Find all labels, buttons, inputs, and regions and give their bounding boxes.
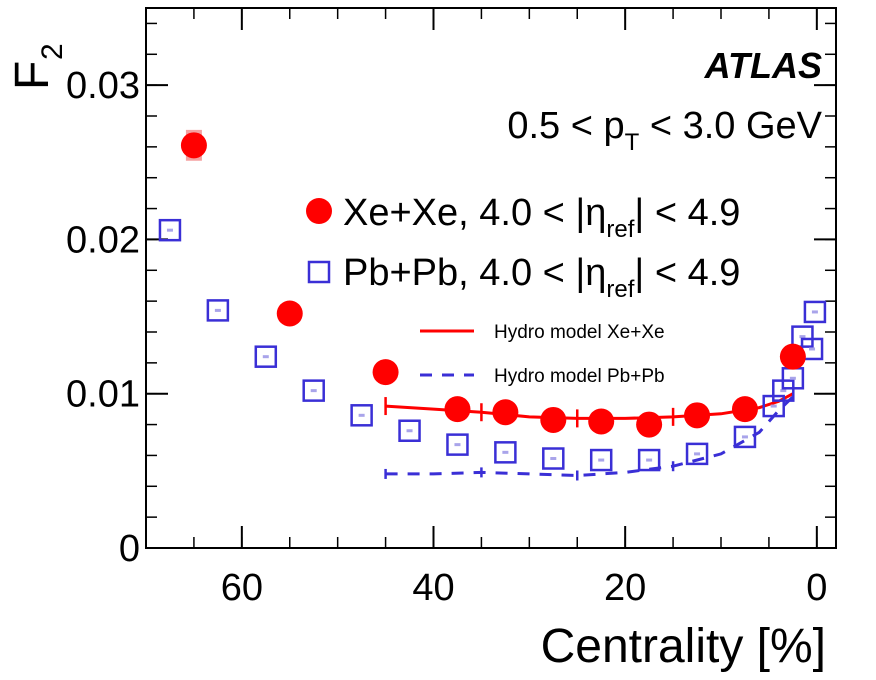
legend-hydro-xexe: Hydro model Xe+Xe [420,322,665,343]
pbpb-point-syst [310,389,317,393]
pbpb-point-syst [780,389,787,393]
legend-xexe-suffix: | < 4.9 [634,192,740,234]
legend-xexe-sub: ref [606,216,634,243]
pbpb-point-syst [406,429,413,433]
xexe-point [540,406,567,433]
legend-pbpb: Pb+Pb, 4.0 < |ηref| < 4.9 [307,252,740,303]
xexe-point [372,359,399,386]
legend-pbpb-suffix: | < 4.9 [634,252,740,294]
pbpb-series [158,218,827,472]
pbpb-point-syst [809,347,816,351]
pbpb-point [206,299,230,322]
pbpb-point-syst [694,452,701,456]
xexe-point [684,402,711,429]
legend-hydro-xexe-label: Hydro model Xe+Xe [494,322,665,343]
pbpb-point-syst [550,457,557,461]
pbpb-point-syst [646,458,653,462]
xexe-point [444,396,471,423]
pbpb-point-syst [358,413,365,417]
y-tick-label: 0 [119,528,140,570]
xexe-point [588,408,615,435]
plot-frame [145,7,837,549]
legend-xexe-label: Xe+Xe, 4.0 < |ηref| < 4.9 [343,192,740,243]
pbpb-point-syst [799,335,806,339]
pbpb-point [494,441,517,464]
xexe-point [731,396,758,423]
pbpb-point-syst [214,308,221,312]
pbpb-point [158,218,182,242]
x-tick-label: 60 [221,567,263,609]
pbpb-point [637,448,661,472]
pt-suffix: < 3.0 GeV [639,105,822,147]
xexe-point [276,300,303,327]
y-axis-title: F 2 [6,43,69,90]
xexe-point [636,411,663,438]
axis-ticks: 0 0.01 0.02 0.03 60 40 20 0 [66,8,836,609]
pbpb-point [733,425,757,449]
pbpb-point-syst [741,435,748,439]
legend-pbpb-marker [307,260,331,284]
x-tick-label: 0 [806,567,827,609]
xexe-point [180,132,207,159]
pt-prefix: 0.5 < p [507,105,624,147]
pbpb-point-syst [454,443,461,447]
pbpb-point [302,379,325,402]
legend-hydro-pbpb-label: Hydro model Pb+Pb [494,366,665,387]
pbpb-point [350,404,373,427]
legend-xexe-prefix: Xe+Xe, 4.0 < |η [343,192,606,234]
legend-hydro-pbpb: Hydro model Pb+Pb [420,366,665,387]
atlas-label: ATLAS [704,45,822,86]
y-tick-label: 0.01 [66,374,140,416]
pbpb-point-syst [770,404,777,408]
y-tick-label: 0.02 [66,219,140,261]
y-tick-label: 0.03 [66,65,140,107]
legend-pbpb-label: Pb+Pb, 4.0 < |ηref| < 4.9 [343,252,740,303]
pbpb-point [542,447,565,470]
pbpb-point [446,433,469,456]
pt-range-label: 0.5 < pT < 3.0 GeV [507,105,822,156]
legend-xexe: Xe+Xe, 4.0 < |ηref| < 4.9 [306,192,740,243]
pbpb-point [589,448,613,472]
x-axis-title: Centrality [%] [541,620,826,673]
legend-pbpb-prefix: Pb+Pb, 4.0 < |η [343,252,606,294]
y-axis-title-main: F [6,61,59,90]
x-tick-label: 20 [604,567,646,609]
y-axis-title-sub: 2 [36,43,69,60]
pbpb-point [685,442,709,466]
pbpb-point [398,419,421,442]
pbpb-point-syst [811,310,818,314]
legend-pbpb-sub: ref [606,276,634,303]
pbpb-point-syst [789,376,796,380]
x-tick-label: 40 [412,567,454,609]
legend-xexe-marker [306,198,332,224]
pbpb-point-syst [502,450,509,454]
xexe-point [779,343,806,370]
pbpb-point [254,345,278,368]
xexe-point [492,399,519,426]
pbpb-point-syst [598,458,605,462]
xexe-series [180,129,806,438]
pbpb-point-syst [262,355,269,359]
pbpb-point [803,300,827,324]
pbpb-point-syst [166,228,173,232]
pt-sub: T [625,129,640,156]
